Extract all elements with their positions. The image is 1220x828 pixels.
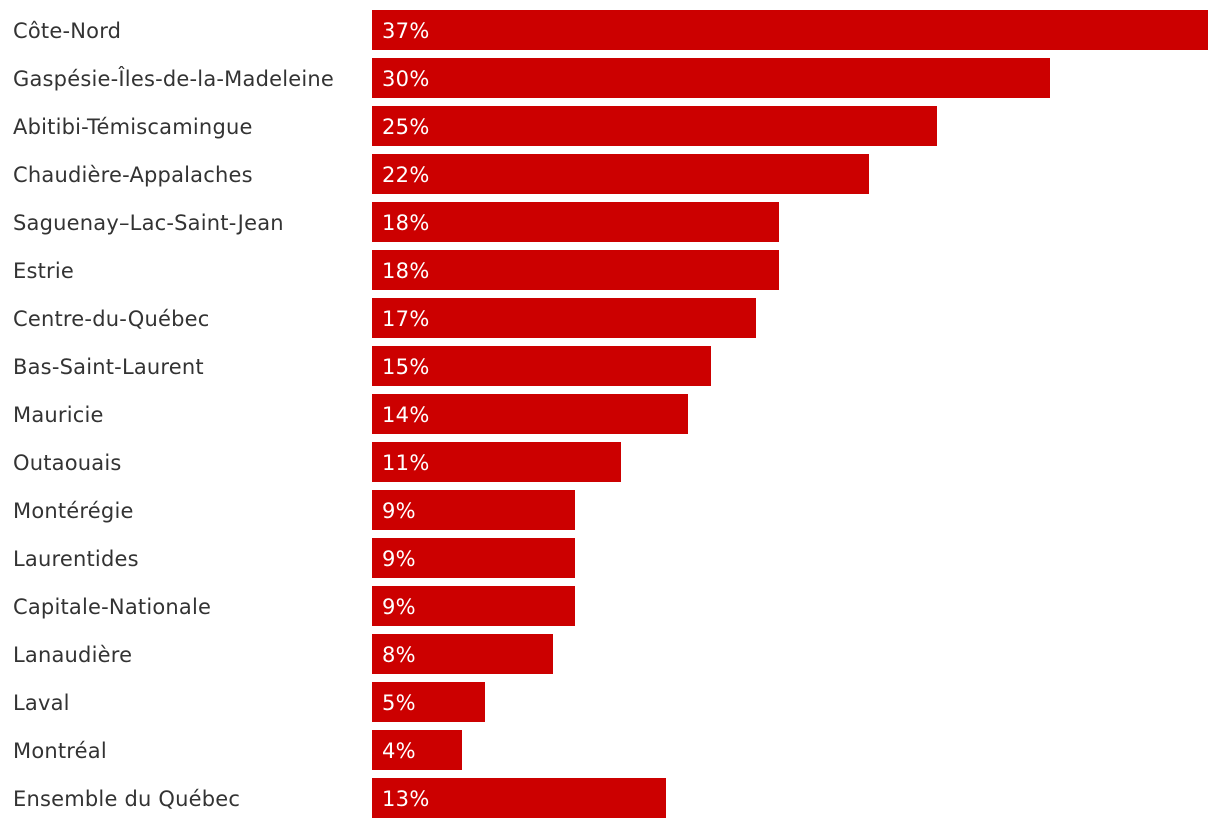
category-label: Lanaudière [13,643,133,667]
value-label: 5% [382,691,416,715]
bar [372,298,756,338]
bar [372,490,575,530]
category-label: Laval [13,691,70,715]
value-label: 17% [382,307,430,331]
bar [372,58,1050,98]
value-label: 9% [382,499,416,523]
bar-row: Gaspésie-Îles-de-la-Madeleine 30% [0,58,1220,98]
category-label: Outaouais [13,451,122,475]
bar-row: Chaudière-Appalaches 22% [0,154,1220,194]
bar [372,154,869,194]
bar [372,442,621,482]
value-label: 25% [382,115,430,139]
bar [372,538,575,578]
category-label: Gaspésie-Îles-de-la-Madeleine [13,67,335,91]
bar-row: Saguenay–Lac-Saint-Jean 18% [0,202,1220,242]
category-label: Laurentides [13,547,139,571]
bar [372,106,937,146]
category-label: Saguenay–Lac-Saint-Jean [13,211,284,235]
bar [372,586,575,626]
value-label: 8% [382,643,416,667]
category-label: Ensemble du Québec [13,787,241,811]
category-label: Montérégie [13,499,134,523]
bar-row: Laval 5% [0,682,1220,722]
bar-row: Laurentides 9% [0,538,1220,578]
bar [372,10,1208,50]
bar-row: Lanaudière 8% [0,634,1220,674]
value-label: 9% [382,595,416,619]
bar-row: Montérégie 9% [0,490,1220,530]
category-label: Montréal [13,739,107,763]
value-label: 4% [382,739,416,763]
value-label: 15% [382,355,430,379]
bar [372,682,485,722]
category-label: Abitibi-Témiscamingue [13,115,253,139]
value-label: 18% [382,259,430,283]
value-label: 22% [382,163,430,187]
category-label: Bas-Saint-Laurent [13,355,204,379]
bar [372,346,711,386]
value-label: 14% [382,403,430,427]
bar [372,250,779,290]
bar [372,730,462,770]
bar-row: Mauricie 14% [0,394,1220,434]
category-label: Capitale-Nationale [13,595,212,619]
bar-row: Abitibi-Témiscamingue 25% [0,106,1220,146]
bar-row: Centre-du-Québec 17% [0,298,1220,338]
category-label: Centre-du-Québec [13,307,210,331]
bar [372,634,553,674]
bar-row: Outaouais 11% [0,442,1220,482]
value-label: 11% [382,451,430,475]
bar-row: Ensemble du Québec 13% [0,778,1220,818]
bar [372,202,779,242]
bar-row: Côte-Nord 37% [0,10,1220,50]
value-label: 30% [382,67,430,91]
bar-row: Capitale-Nationale 9% [0,586,1220,626]
bar-row: Bas-Saint-Laurent 15% [0,346,1220,386]
bar-row: Estrie 18% [0,250,1220,290]
value-label: 13% [382,787,430,811]
category-label: Côte-Nord [13,19,122,43]
value-label: 37% [382,19,430,43]
value-label: 9% [382,547,416,571]
category-label: Estrie [13,259,75,283]
bar [372,778,666,818]
bar-row: Montréal 4% [0,730,1220,770]
value-label: 18% [382,211,430,235]
category-label: Chaudière-Appalaches [13,163,253,187]
category-label: Mauricie [13,403,104,427]
bar [372,394,688,434]
